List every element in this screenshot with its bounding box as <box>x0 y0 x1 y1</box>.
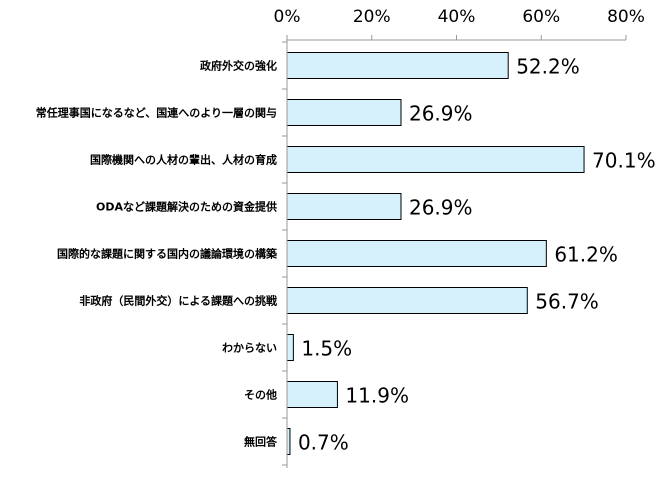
data-label: 52.2% <box>516 55 580 79</box>
x-tick-label: 40% <box>438 7 476 27</box>
category-label: 常任理事国になるなど、国連へのより一層の関与 <box>36 106 277 120</box>
x-axis-ticks: 0% 20% 40% 60% 80% <box>274 7 645 466</box>
category-label: その他 <box>244 388 277 402</box>
bar <box>286 240 547 267</box>
bar <box>286 52 509 79</box>
data-label: 61.2% <box>554 243 618 267</box>
data-label: 56.7% <box>535 290 599 314</box>
bar <box>286 146 585 173</box>
x-tick-label: 80% <box>607 7 645 27</box>
data-label: 11.9% <box>345 384 409 408</box>
category-label: 政府外交の強化 <box>200 59 277 73</box>
category-label: ODAなど課題解決のための資金提供 <box>96 200 277 214</box>
category-label: 国際的な課題に関する国内の議論環境の構築 <box>57 247 278 261</box>
bar <box>286 334 294 361</box>
data-label: 0.7% <box>298 431 349 455</box>
x-tick-label: 0% <box>274 7 301 27</box>
data-label: 26.9% <box>409 196 473 220</box>
data-label: 26.9% <box>409 102 473 126</box>
labels: 政府外交の強化 52.2% 常任理事国になるなど、国連へのより一層の関与 26.9% 国… <box>36 55 656 455</box>
category-label: 国際機関への人材の輩出、人材の育成 <box>90 153 277 167</box>
data-label: 70.1% <box>592 149 656 173</box>
x-tick-label: 20% <box>353 7 391 27</box>
bar <box>286 193 402 220</box>
bars <box>286 52 585 455</box>
x-tick-label: 60% <box>522 7 560 27</box>
bar <box>286 287 528 314</box>
bar <box>286 381 338 408</box>
category-label: 非政府（民間外交）による課題への挑戦 <box>79 294 278 308</box>
category-label: わからない <box>222 342 277 355</box>
data-label: 1.5% <box>301 337 352 361</box>
bar <box>286 99 402 126</box>
category-label: 無回答 <box>244 435 278 449</box>
